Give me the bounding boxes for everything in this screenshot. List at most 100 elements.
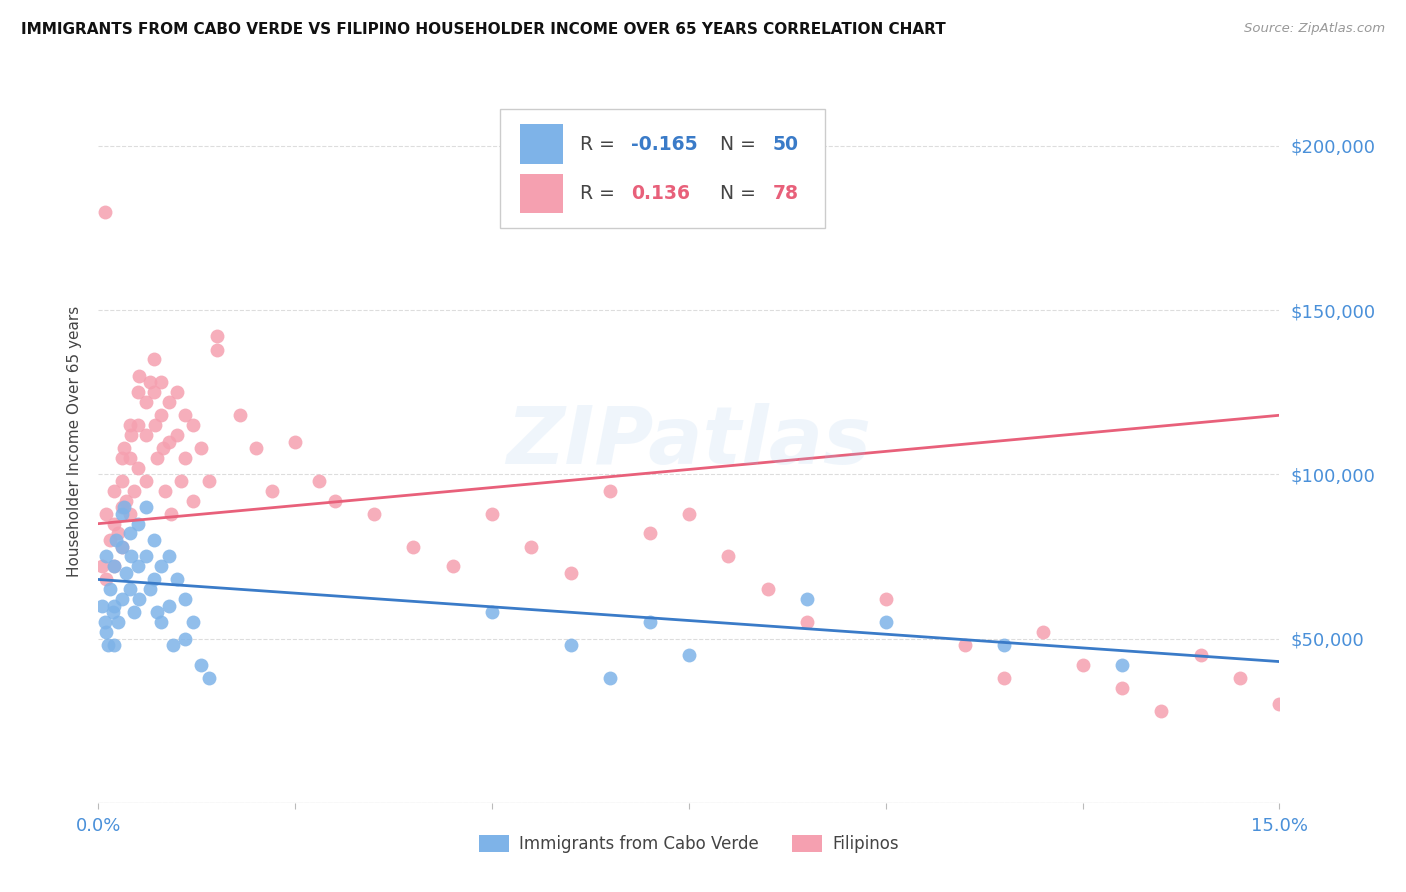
Point <box>150 559 173 574</box>
Point <box>96 549 118 564</box>
Point <box>111 540 134 554</box>
Point <box>118 582 141 597</box>
Point <box>135 395 157 409</box>
Point <box>638 526 661 541</box>
Point <box>150 409 173 423</box>
Point <box>993 638 1015 652</box>
Point <box>112 500 135 515</box>
Text: -0.165: -0.165 <box>631 135 697 153</box>
Point <box>599 671 621 685</box>
Text: N =: N = <box>720 184 762 202</box>
Point <box>91 599 114 613</box>
Point <box>520 540 543 554</box>
Point <box>157 599 180 613</box>
Point <box>174 632 197 646</box>
Point <box>152 441 174 455</box>
Point <box>875 592 897 607</box>
Point <box>160 507 183 521</box>
Text: N =: N = <box>720 135 762 153</box>
Point <box>122 483 145 498</box>
Point <box>181 615 204 630</box>
Point <box>402 540 425 554</box>
Text: R =: R = <box>581 184 621 202</box>
Point <box>157 395 180 409</box>
Text: 78: 78 <box>773 184 799 202</box>
Point <box>245 441 267 455</box>
Point <box>1268 698 1291 712</box>
Point <box>103 559 125 574</box>
Point <box>190 657 212 672</box>
Point <box>122 605 145 619</box>
Point <box>103 599 125 613</box>
Point <box>115 566 138 580</box>
Point <box>96 507 118 521</box>
Point <box>205 343 228 357</box>
Point <box>96 573 118 587</box>
Point <box>560 566 582 580</box>
Point <box>638 615 661 630</box>
Text: 50: 50 <box>773 135 799 153</box>
Point <box>993 671 1015 685</box>
Point <box>93 204 115 219</box>
Point <box>127 516 149 531</box>
Point <box>174 450 197 465</box>
Point <box>138 376 160 390</box>
Point <box>128 592 150 607</box>
Point <box>599 483 621 498</box>
Point <box>128 368 150 383</box>
Point <box>717 549 740 564</box>
Point <box>150 615 173 630</box>
FancyBboxPatch shape <box>501 109 825 228</box>
Point <box>96 625 118 640</box>
Point <box>166 573 188 587</box>
Point <box>796 592 818 607</box>
Point <box>260 483 283 498</box>
Point <box>135 500 157 515</box>
Point <box>174 409 197 423</box>
Point <box>112 441 135 455</box>
Point <box>142 385 165 400</box>
Text: ZIPatlas: ZIPatlas <box>506 402 872 481</box>
Point <box>118 450 141 465</box>
Point <box>678 507 700 521</box>
Point <box>146 450 169 465</box>
Point <box>150 376 173 390</box>
Point <box>155 483 177 498</box>
Point <box>157 434 180 449</box>
Point <box>205 329 228 343</box>
Point <box>197 474 219 488</box>
Point <box>98 582 121 597</box>
Point <box>127 418 149 433</box>
Text: R =: R = <box>581 135 621 153</box>
Point <box>97 638 120 652</box>
FancyBboxPatch shape <box>520 174 562 213</box>
Text: Source: ZipAtlas.com: Source: ZipAtlas.com <box>1244 22 1385 36</box>
Point <box>107 615 129 630</box>
Point <box>104 533 127 547</box>
Point <box>166 428 188 442</box>
Point <box>127 559 149 574</box>
Point <box>111 540 134 554</box>
Point <box>174 592 197 607</box>
Point <box>143 418 166 433</box>
Point <box>441 559 464 574</box>
Text: 0.136: 0.136 <box>631 184 690 202</box>
Point <box>1150 704 1173 718</box>
Point <box>1111 657 1133 672</box>
Point <box>115 493 138 508</box>
Point <box>103 559 125 574</box>
Point <box>118 418 141 433</box>
Point <box>1111 681 1133 695</box>
Point <box>111 500 134 515</box>
Point <box>197 671 219 685</box>
Point <box>146 605 169 619</box>
Point <box>181 493 204 508</box>
Point <box>111 507 134 521</box>
Point <box>121 549 143 564</box>
Point <box>481 507 503 521</box>
Point <box>1032 625 1054 640</box>
Point <box>127 460 149 475</box>
Point <box>323 493 346 508</box>
Text: IMMIGRANTS FROM CABO VERDE VS FILIPINO HOUSEHOLDER INCOME OVER 65 YEARS CORRELAT: IMMIGRANTS FROM CABO VERDE VS FILIPINO H… <box>21 22 946 37</box>
Y-axis label: Householder Income Over 65 years: Householder Income Over 65 years <box>67 306 83 577</box>
